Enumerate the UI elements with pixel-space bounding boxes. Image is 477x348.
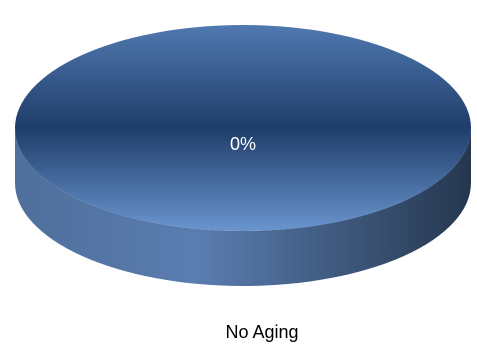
legend-label: No Aging <box>225 322 298 342</box>
pie-slice <box>15 25 471 231</box>
data-label: 0% <box>230 134 256 154</box>
pie-side <box>15 128 471 286</box>
